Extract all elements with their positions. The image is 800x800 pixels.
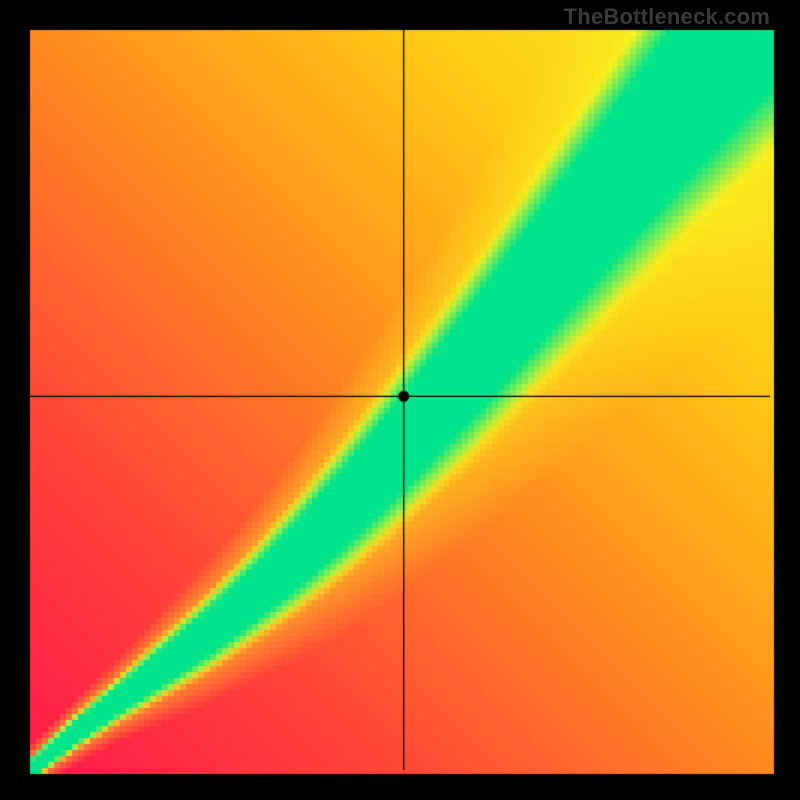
attribution-label: TheBottleneck.com [564,4,770,30]
bottleneck-heatmap [0,0,800,800]
